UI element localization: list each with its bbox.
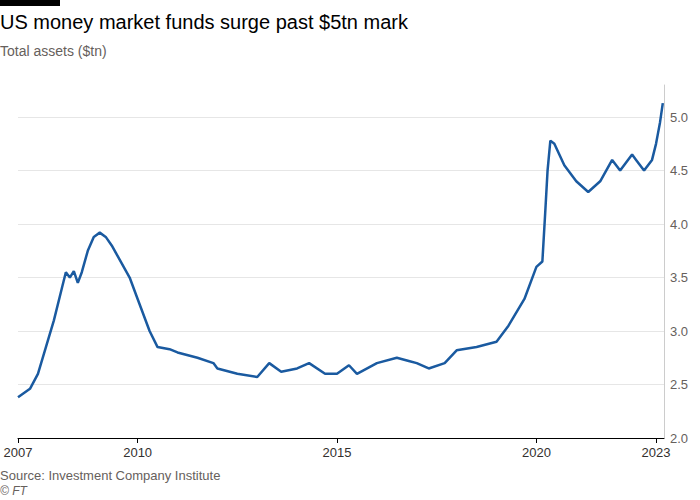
svg-text:2.0: 2.0 xyxy=(670,431,688,446)
svg-text:2.5: 2.5 xyxy=(670,377,688,392)
svg-text:3.5: 3.5 xyxy=(670,270,688,285)
svg-text:2023: 2023 xyxy=(642,445,671,460)
svg-text:Source: Investment Company Ins: Source: Investment Company Institute xyxy=(0,468,220,483)
svg-text:4.5: 4.5 xyxy=(670,163,688,178)
svg-text:5.0: 5.0 xyxy=(670,110,688,125)
svg-text:2015: 2015 xyxy=(323,445,352,460)
svg-text:2007: 2007 xyxy=(4,445,33,460)
svg-text:US money market funds surge pa: US money market funds surge past $5tn ma… xyxy=(0,11,409,33)
svg-text:Total assets ($tn): Total assets ($tn) xyxy=(0,43,107,59)
svg-text:2020: 2020 xyxy=(522,445,551,460)
svg-text:3.0: 3.0 xyxy=(670,324,688,339)
svg-text:4.0: 4.0 xyxy=(670,217,688,232)
svg-text:© FT: © FT xyxy=(0,484,29,498)
svg-text:2010: 2010 xyxy=(123,445,152,460)
